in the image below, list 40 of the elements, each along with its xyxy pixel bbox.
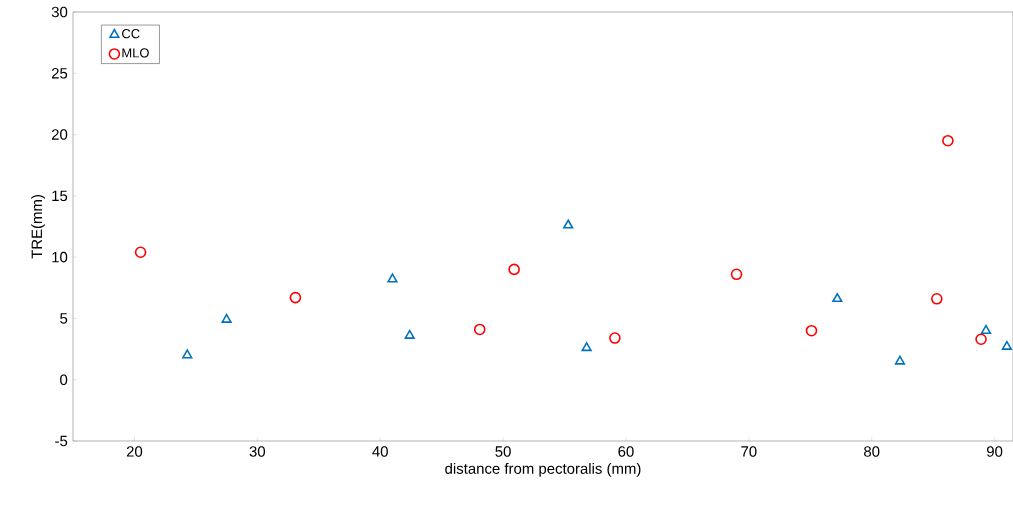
- legend-label: MLO: [122, 48, 149, 58]
- point: [182, 349, 193, 359]
- y-tick-label: 25: [51, 67, 68, 79]
- point: [221, 313, 232, 323]
- y-tick-label: 10: [52, 251, 68, 263]
- point: [609, 332, 621, 344]
- point: [730, 268, 743, 281]
- y-tick-label: 0: [60, 374, 68, 385]
- x-tick-label: 70: [741, 446, 757, 457]
- y-tick-label: 15: [52, 190, 68, 202]
- point: [404, 329, 415, 339]
- point: [942, 134, 954, 147]
- point: [894, 355, 906, 365]
- point: [980, 324, 992, 334]
- point: [975, 333, 987, 346]
- point: [931, 293, 943, 305]
- point: [805, 324, 818, 337]
- point: [134, 246, 147, 259]
- legend-label: CC: [122, 29, 140, 39]
- point: [581, 342, 592, 352]
- point: [473, 323, 486, 336]
- point: [563, 219, 574, 229]
- point: [508, 263, 520, 276]
- point: [289, 291, 302, 304]
- x-tick-label: 90: [986, 446, 1003, 457]
- x-tick-label: 20: [126, 446, 143, 457]
- x-tick-label: 60: [618, 446, 634, 457]
- y-tick-label: 20: [51, 129, 68, 140]
- point: [832, 293, 843, 303]
- x-tick-label: 50: [495, 446, 511, 457]
- point: [387, 273, 398, 283]
- y-tick-label: -5: [55, 435, 68, 447]
- x-tick-label: 40: [372, 446, 388, 457]
- x-axis-title: distance from pectoralis (mm): [445, 462, 641, 477]
- x-tick-label: 80: [864, 446, 880, 457]
- x-tick-label: 30: [249, 446, 266, 457]
- y-tick-label: 30: [51, 6, 68, 18]
- y-axis-title: TRE(mm): [31, 195, 46, 259]
- y-tick-label: 5: [60, 313, 68, 324]
- point: [1001, 340, 1012, 350]
